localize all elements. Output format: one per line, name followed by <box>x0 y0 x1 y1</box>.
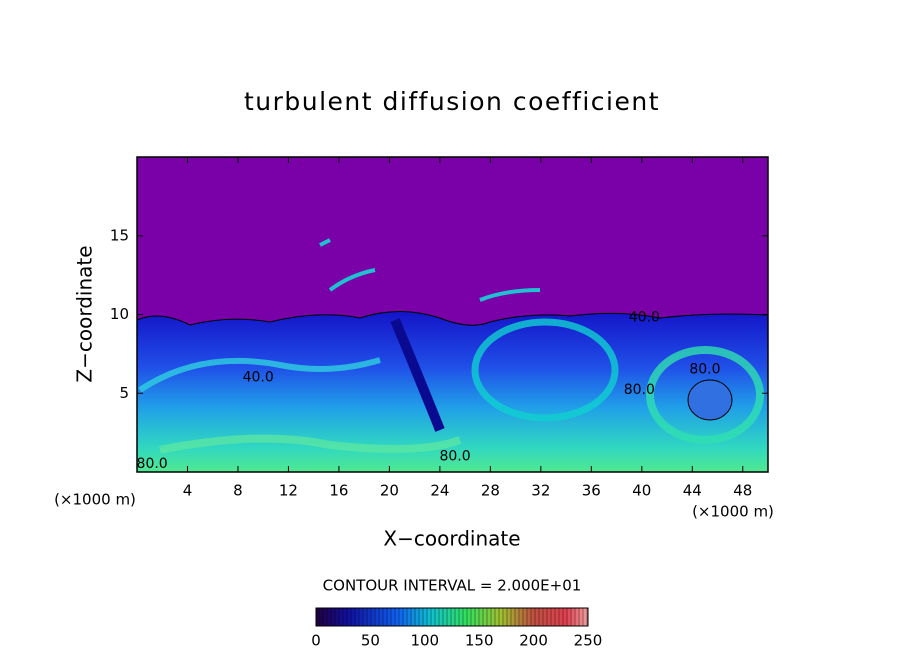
field <box>136 157 769 473</box>
eddy <box>646 346 764 444</box>
colorbar-tick-label: 200 <box>519 632 548 650</box>
eddy <box>687 379 733 421</box>
eddy <box>471 318 619 422</box>
chart-title: turbulent diffusion coefficient <box>244 87 660 116</box>
y-tick-label: 10 <box>110 305 129 323</box>
contour-label: 40.0 <box>629 310 660 326</box>
y-axis-label: Z−coordinate <box>73 245 97 382</box>
cloud <box>319 238 541 302</box>
x-tick-label: 20 <box>380 482 399 500</box>
colorbar-tick-label: 250 <box>574 632 603 650</box>
contour-label: 80.0 <box>624 382 655 398</box>
contour-interval: CONTOUR INTERVAL = 2.000E+01 <box>323 577 582 595</box>
x-tick-label: 48 <box>733 482 752 500</box>
contour-label: 80.0 <box>439 448 470 464</box>
colorbar <box>315 607 589 627</box>
x-axis-label: X−coordinate <box>383 527 520 551</box>
y-tick-label: 5 <box>119 384 129 402</box>
band <box>159 434 462 454</box>
x-tick-label: 16 <box>329 482 348 500</box>
x-tick-label: 8 <box>233 482 243 500</box>
colorbar-tick-label: 0 <box>311 632 321 650</box>
contour-label: 80.0 <box>689 362 720 378</box>
y-tick-label: 15 <box>110 226 129 244</box>
colorbar-tick-label: 50 <box>361 632 380 650</box>
x-tick-label: 24 <box>430 482 449 500</box>
band <box>138 357 381 393</box>
colorbar-tick-label: 150 <box>465 632 494 650</box>
x-tick-label: 44 <box>683 482 702 500</box>
x-tick-label: 4 <box>183 482 193 500</box>
x-tick-label: 12 <box>279 482 298 500</box>
y-unit: (×1000 m) <box>54 491 136 509</box>
contour-label: 40.0 <box>243 370 274 386</box>
x-tick-label: 28 <box>481 482 500 500</box>
band <box>390 318 445 432</box>
x-tick-label: 40 <box>632 482 651 500</box>
x-unit: (×1000 m) <box>692 503 774 521</box>
colorbar-tick-label: 100 <box>410 632 439 650</box>
x-tick-label: 36 <box>582 482 601 500</box>
x-tick-label: 32 <box>531 482 550 500</box>
contour-label: 80.0 <box>137 456 168 472</box>
